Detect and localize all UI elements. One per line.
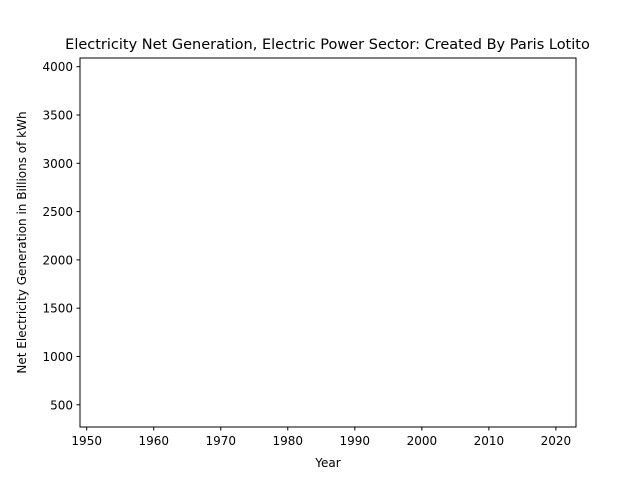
y-tick-label: 500 — [50, 398, 73, 412]
x-tick-label: 1980 — [273, 434, 304, 448]
y-axis-label: Net Electricity Generation in Billions o… — [15, 111, 29, 373]
x-tick-label: 2010 — [474, 434, 505, 448]
x-tick-label: 2000 — [407, 434, 438, 448]
y-tick-label: 4000 — [42, 60, 73, 74]
y-tick-label: 2500 — [42, 205, 73, 219]
y-axis-ticks: 500 1000 1500 2000 2500 3000 3500 4000 — [42, 60, 80, 412]
x-tick-label: 1950 — [71, 434, 102, 448]
x-tick-label: 1960 — [138, 434, 169, 448]
x-axis-ticks: 1950 1960 1970 1980 1990 2000 2010 2020 — [71, 427, 571, 448]
x-axis-label: Year — [314, 456, 340, 470]
x-tick-label: 1990 — [340, 434, 371, 448]
chart-title: Electricity Net Generation, Electric Pow… — [65, 37, 590, 53]
y-tick-label: 1000 — [42, 350, 73, 364]
y-tick-label: 2000 — [42, 253, 73, 267]
y-tick-label: 3500 — [42, 108, 73, 122]
plot-area — [80, 58, 576, 427]
y-tick-label: 3000 — [42, 157, 73, 171]
y-tick-label: 1500 — [42, 302, 73, 316]
plot-frame — [79, 57, 577, 428]
x-tick-label: 2020 — [541, 434, 572, 448]
x-tick-label: 1970 — [205, 434, 236, 448]
